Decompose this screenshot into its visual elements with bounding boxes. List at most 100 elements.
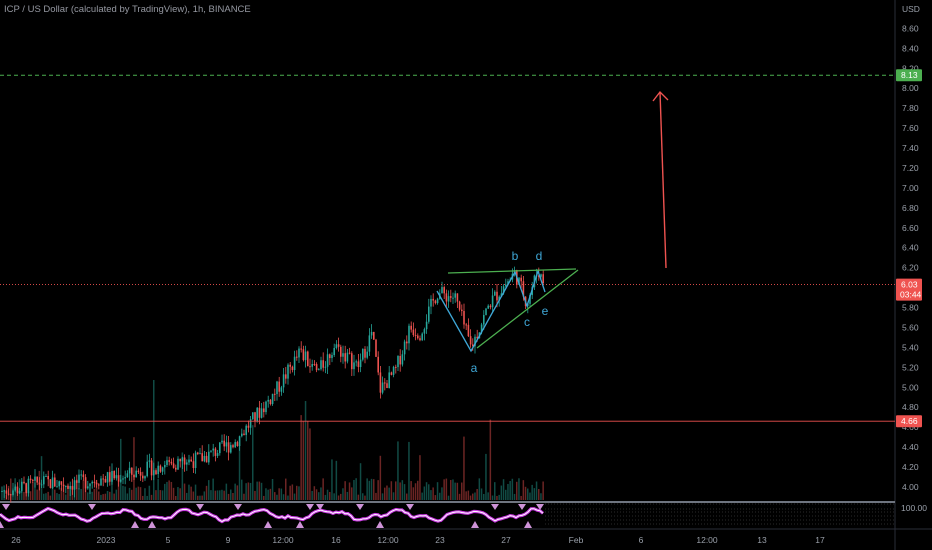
volume-bar [177,487,179,500]
volume-bar [139,487,142,500]
target-price-badge-value: 8.13 [901,70,918,80]
candle-body [45,475,47,477]
candle-body [355,361,357,363]
time-axis[interactable]: 26 2023 5 9 12:00 16 12:00 23 27 Feb 6 12:00 13 17 [11,535,825,545]
volume-bar [172,487,175,500]
support-price-badge-value: 4.66 [901,416,918,426]
candle-body [298,348,300,358]
projection-arrow[interactable] [652,90,669,269]
volume-bar [331,459,333,500]
candles[interactable] [1,266,544,503]
volume-bar [98,491,100,500]
volume-bar [421,492,423,500]
volume-bar [397,441,399,500]
wave-label-b: b [512,249,519,263]
volume-bar [95,479,98,500]
candle-body [370,331,373,336]
candle-body [76,480,78,483]
wave-label-c: c [524,315,530,329]
candle-body [357,361,360,368]
volume-bar [478,478,481,500]
time-tick-label: 6 [639,535,644,545]
volume-bar [47,491,49,500]
price-tick-label: 7.00 [902,183,919,193]
candle-body [128,467,131,474]
volume-bar [538,489,540,500]
candle-body [351,353,353,370]
candle-body [285,374,287,379]
volume-bar [267,489,269,500]
candle-body [155,470,157,475]
candle-body [216,453,219,456]
volume-bar [509,480,511,500]
candle-body [522,281,525,297]
volume-bar [408,441,410,500]
volume-bar [276,494,278,500]
volume-bar [329,491,331,500]
candle-body [234,442,236,448]
candle-body [318,369,320,371]
volume-bar [311,490,313,500]
candle-body [390,372,393,375]
triangle-pattern[interactable] [436,268,579,353]
time-tick-label: 2023 [97,535,116,545]
volume-bar [487,492,489,500]
candle-body [247,425,250,428]
volume-bar [175,495,177,500]
volume-bar [128,487,131,500]
candle-body [139,472,142,476]
volume-bar [278,488,280,500]
volume-bar [135,487,137,500]
candle-body [443,287,445,294]
candle-body [265,401,267,413]
candle-body [175,467,177,470]
candle-body [73,480,76,490]
volume-bar [500,485,503,500]
volume-bar [56,493,58,500]
candle-body [80,474,82,476]
volume-bar [507,483,509,500]
oscillator-buy-marker [524,521,532,528]
volume-bar [219,490,221,500]
candle-body [518,277,520,285]
volume-bar [304,401,307,500]
volume-bar [454,482,456,500]
volume-bar [485,453,487,500]
price-tick-label: 6.60 [902,223,919,233]
volume-bar [49,495,52,500]
wave-labels: a b c d e [471,249,549,375]
volume-bar [516,481,518,500]
volume-bar [120,438,122,500]
oscillator-buy-marker [471,521,479,528]
volume-bar [249,482,252,500]
volume-bar [16,493,19,500]
candle-body [161,467,164,472]
candle-body [520,277,522,282]
time-tick-label: 23 [435,535,445,545]
candle-body [500,293,503,297]
volume-bar [234,483,236,500]
volume-bar [221,489,223,500]
volume-bar [335,460,338,500]
candle-body [344,353,346,362]
volume-bar [351,487,353,500]
candle-body [498,296,500,301]
candle-body [320,360,322,370]
volume-bar [344,481,346,500]
candle-body [188,459,190,463]
volume-bar [122,485,124,500]
time-tick-label: 16 [331,535,341,545]
candle-body [324,366,327,368]
volume-bar [210,490,212,500]
candle-body [172,463,175,468]
candle-body [166,460,168,465]
candle-body [417,335,419,339]
candle-body [25,483,27,494]
volume-bar [58,494,60,500]
candle-body [10,494,12,496]
time-tick-label: Feb [569,535,584,545]
volume-bar [432,487,434,500]
oscillator-pane[interactable]: 100.00 [0,503,927,528]
candle-body [109,472,111,482]
